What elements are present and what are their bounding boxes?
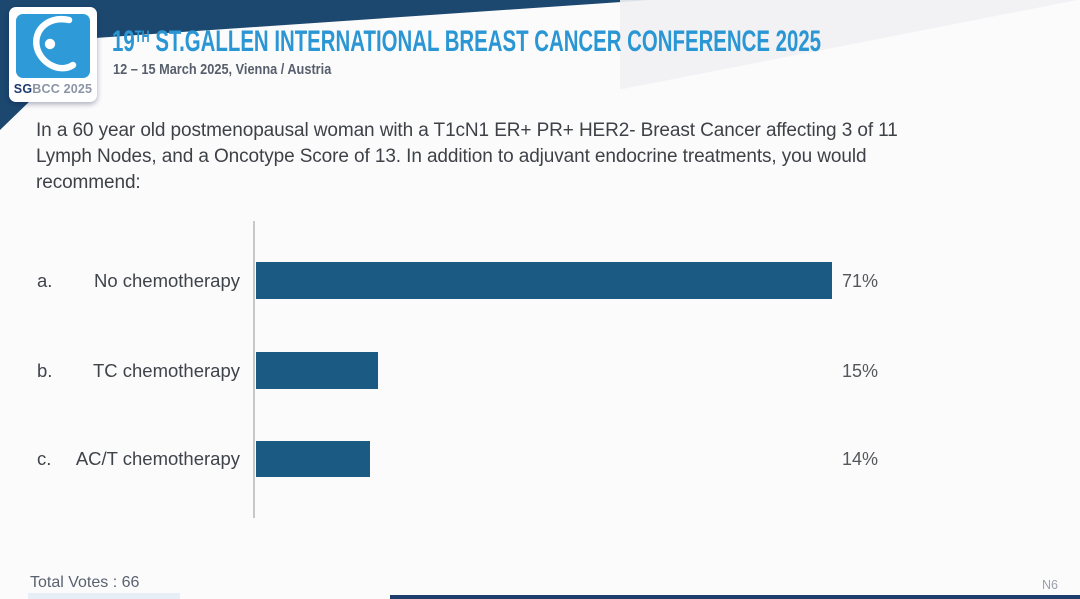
- y-axis-line: [253, 221, 255, 518]
- option-label: a. No chemotherapy: [37, 262, 240, 299]
- title-ordinal: TH: [134, 28, 150, 46]
- result-percentage: 71%: [842, 271, 879, 291]
- corner-accent-shape: [620, 0, 1080, 90]
- logo-text-rest: BCC 2025: [32, 82, 93, 96]
- result-bar: [256, 352, 378, 389]
- result-percentage: 14%: [842, 449, 879, 469]
- question-line-3: recommend:: [36, 172, 141, 193]
- slide-code-label: N6: [1042, 578, 1058, 592]
- result-bar: [256, 441, 370, 477]
- title-text: ST.GALLEN INTERNATIONAL BREAST CANCER CO…: [149, 25, 822, 58]
- option-text: TC chemotherapy: [92, 359, 240, 381]
- bottom-navy-strip: [390, 595, 1080, 599]
- total-votes-label: Total Votes : 66: [30, 574, 140, 591]
- question-line-1: In a 60 year old postmenopausal woman wi…: [36, 120, 898, 141]
- option-text: AC/T chemotherapy: [75, 448, 240, 469]
- option-letter: c.: [37, 448, 52, 469]
- conference-dates: 12 – 15 March 2025, Vienna / Austria: [113, 61, 332, 78]
- option-letter: a.: [37, 269, 53, 291]
- conference-title: 19TH ST.GALLEN INTERNATIONAL BREAST CANC…: [112, 25, 821, 59]
- question-line-2: Lymph Nodes, and a Oncotype Score of 13.…: [36, 146, 867, 167]
- result-bar: [256, 262, 832, 299]
- option-label: c. AC/T chemotherapy: [37, 441, 240, 477]
- result-percentage: 15%: [842, 361, 879, 381]
- bottom-left-smudge: [28, 593, 180, 599]
- poll-question: In a 60 year old postmenopausal woman wi…: [36, 118, 1016, 196]
- sgbcc-logo-card: SGBCC 2025: [9, 7, 97, 102]
- option-letter: b.: [37, 359, 53, 381]
- sgbcc-logo-icon: [16, 14, 90, 78]
- option-text: No chemotherapy: [93, 269, 240, 291]
- title-number: 19: [112, 25, 135, 58]
- option-label: b. TC chemotherapy: [37, 352, 240, 389]
- logo-text-sg: SG: [13, 82, 33, 96]
- sgbcc-logo-text: SGBCC 2025: [9, 82, 97, 96]
